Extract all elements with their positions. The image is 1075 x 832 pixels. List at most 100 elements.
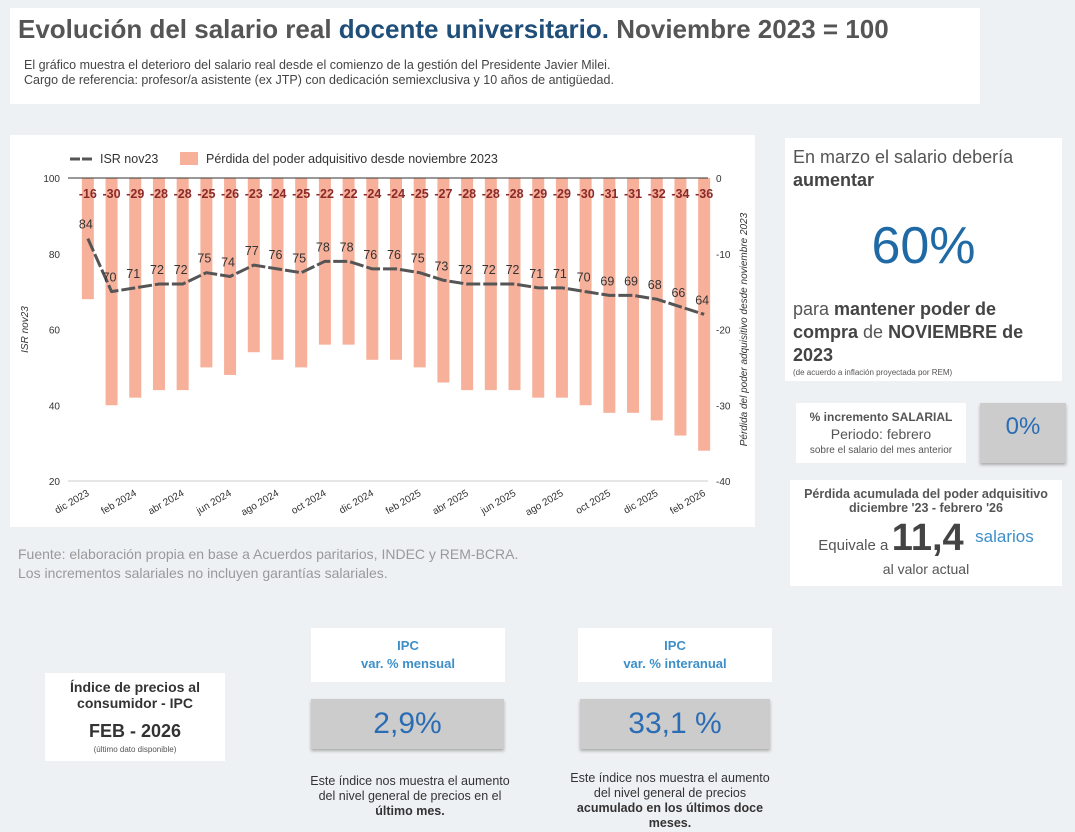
t: mantener poder de [834, 299, 997, 319]
t: consumidor - IPC [77, 695, 193, 711]
t: var. % interanual [623, 656, 727, 671]
t: Índice de precios al [70, 679, 200, 695]
bar-label: -25 [292, 187, 310, 201]
line-label: 72 [458, 263, 472, 277]
line-label: 78 [316, 240, 330, 254]
bar-label: -24 [268, 187, 286, 201]
legend-bar-label: Pérdida del poder adquisitivo desde novi… [206, 152, 498, 166]
x-tick: dic 2024 [338, 488, 377, 517]
bar-label: -29 [553, 187, 571, 201]
ipc-period: FEB - 2026 [88, 721, 182, 741]
bar-label: -25 [197, 187, 215, 201]
t: acumulado en los últimos doce [576, 801, 764, 815]
loss-bar [627, 178, 640, 413]
right-tick: -20 [716, 326, 731, 337]
x-tick: abr 2024 [146, 488, 186, 517]
left-tick: 20 [49, 477, 61, 488]
t: 2023 [793, 345, 834, 365]
bar-label: -28 [458, 187, 476, 201]
bar-label: -16 [79, 187, 97, 201]
line-label: 84 [79, 218, 93, 232]
salary-chart: -16 -30 -29 -28 -28 -25 -26 -23 -24 -25 -22 -22 -24-… [20, 152, 750, 518]
page-title: Evolución del salario real docente unive… [18, 14, 889, 44]
t: de [858, 322, 889, 342]
x-tick: feb 2025 [384, 488, 424, 517]
accumulated-loss-panel: Pérdida acumulada del poder adquisitivo … [790, 480, 1062, 586]
line-label: 68 [648, 278, 662, 292]
legend-bar-swatch [180, 152, 198, 165]
line-label: 69 [624, 274, 638, 288]
bar-label: -25 [411, 187, 429, 201]
x-tick: jun 2024 [194, 488, 234, 517]
salary-increase-value: 0% [980, 403, 1066, 463]
ipc-monthly-header: IPC var. % mensual [311, 628, 505, 682]
line-label: 73 [434, 259, 448, 273]
legend-line-label: ISR nov23 [100, 152, 158, 166]
line-label: 72 [150, 263, 164, 277]
bar-label: -28 [505, 187, 523, 201]
line-label: 77 [245, 244, 259, 258]
subtitle-2: Cargo de referencia: profesor/a asistent… [24, 73, 614, 87]
raise-text-bold: aumentar [793, 170, 875, 190]
t: del nivel general de precios en el [318, 789, 502, 803]
t: Equivale a [818, 537, 889, 554]
right-tick: -10 [716, 250, 731, 261]
bar-label: -28 [482, 187, 500, 201]
line-label: 72 [174, 263, 188, 277]
bar-label: -29 [529, 187, 547, 201]
t: Periodo: febrero [830, 426, 932, 442]
salary-increase-label: % incremento SALARIAL Periodo: febrero s… [796, 403, 966, 463]
line-label: 75 [197, 252, 211, 266]
right-tick: 0 [716, 174, 722, 185]
line-label: 78 [340, 240, 354, 254]
line-label: 72 [506, 263, 520, 277]
t: % incremento SALARIAL [809, 410, 953, 424]
t: IPC [397, 638, 419, 653]
t: compra [793, 322, 859, 342]
x-tick: feb 2026 [668, 488, 708, 517]
right-axis-label: Pérdida del poder adquisitivo desde novi… [739, 212, 750, 446]
bar-label: -23 [245, 187, 263, 201]
bar-label: -29 [126, 187, 144, 201]
bar-label: -27 [434, 187, 452, 201]
t: NOVIEMBRE de [888, 322, 1024, 342]
t: IPC [664, 638, 686, 653]
left-tick: 40 [49, 401, 61, 412]
line-label: 72 [482, 263, 496, 277]
subtitle-1: El gráfico muestra el deterioro del sala… [24, 58, 611, 72]
t: meses. [648, 816, 692, 830]
t: var. % mensual [361, 656, 455, 671]
x-tick: feb 2024 [100, 488, 140, 517]
line-label: 71 [553, 267, 567, 281]
x-tick: dic 2023 [53, 488, 92, 517]
left-tick: 100 [43, 174, 60, 185]
rem-note: (de acuerdo a inflación proyectada por R… [793, 368, 953, 377]
left-tick: 60 [49, 326, 61, 337]
t: sobre el salario del mes anterior [809, 445, 953, 456]
bar-label: -22 [340, 187, 358, 201]
ipc-monthly-value: 2,9% [311, 699, 504, 749]
x-tick: jun 2025 [478, 488, 518, 517]
loss-bar [295, 178, 308, 368]
ipc-panel: Índice de precios al consumidor - IPC FE… [45, 673, 225, 761]
raise-text: En marzo el salario debería [793, 147, 1014, 167]
line-label: 75 [411, 252, 425, 266]
bar-label: -28 [150, 187, 168, 201]
t: para [793, 299, 835, 319]
t: salarios [975, 527, 1034, 546]
line-label: 76 [269, 248, 283, 262]
right-tick: -30 [716, 401, 731, 412]
t: Este índice nos muestra el aumento [310, 774, 510, 788]
bar-label: -28 [174, 187, 192, 201]
ipc-annual-header: IPC var. % interanual [578, 628, 772, 682]
bar-label: -26 [221, 187, 239, 201]
bar-label: -24 [387, 187, 405, 201]
ipc-annual-value: 33,1 % [580, 699, 770, 749]
line-label: 71 [126, 267, 140, 281]
bar-label: -31 [624, 187, 642, 201]
loss-bar [129, 178, 142, 398]
loss-bar [342, 178, 355, 345]
loss-bar [508, 178, 521, 391]
bar-label: -31 [600, 187, 618, 201]
required-raise-panel: En marzo el salario debería aumentar 60%… [785, 138, 1062, 381]
